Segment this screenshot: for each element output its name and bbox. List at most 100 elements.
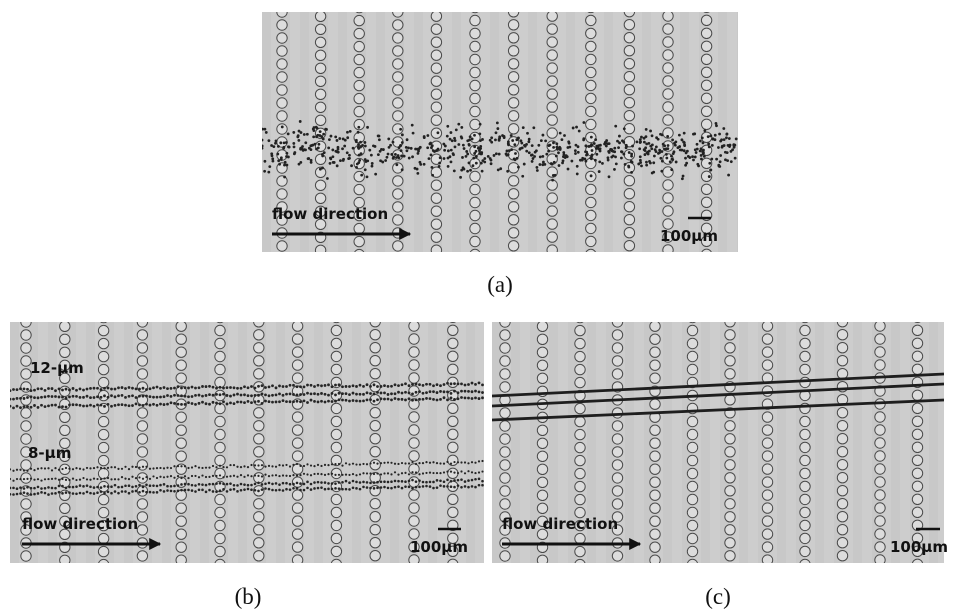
pillar xyxy=(585,118,597,131)
particle xyxy=(225,466,229,469)
particle xyxy=(460,126,464,129)
particle xyxy=(474,389,477,393)
pillar xyxy=(911,402,924,414)
particle xyxy=(574,143,578,147)
pillar xyxy=(724,342,736,354)
particle xyxy=(671,138,674,142)
particle xyxy=(127,491,131,495)
particle xyxy=(376,472,379,475)
particle xyxy=(701,152,705,156)
particle xyxy=(362,480,365,484)
pillar xyxy=(507,84,520,96)
pillar xyxy=(314,114,327,127)
pillar xyxy=(662,12,674,22)
particle xyxy=(727,137,731,140)
particle xyxy=(407,473,411,476)
particle xyxy=(299,131,303,134)
pillar xyxy=(662,192,674,204)
pillar xyxy=(686,454,699,467)
particle xyxy=(504,152,508,156)
particle xyxy=(155,467,159,470)
particle xyxy=(369,398,372,401)
particle xyxy=(439,484,442,487)
particle xyxy=(442,471,446,474)
particle xyxy=(204,466,208,469)
particle xyxy=(620,150,623,154)
particle xyxy=(183,465,187,468)
particle xyxy=(474,477,477,481)
particle xyxy=(351,384,355,388)
particle xyxy=(390,384,393,388)
particle xyxy=(246,386,250,390)
band xyxy=(699,12,708,252)
particle xyxy=(138,403,141,407)
particle xyxy=(61,484,64,488)
particle xyxy=(75,478,78,482)
particle xyxy=(411,460,414,464)
particle xyxy=(379,462,383,465)
pillar xyxy=(836,472,849,484)
particle xyxy=(176,489,180,493)
band xyxy=(815,322,824,563)
particle xyxy=(726,143,730,147)
pillar xyxy=(611,329,624,341)
particle xyxy=(106,386,110,390)
particle xyxy=(405,149,409,153)
pillar xyxy=(214,350,226,363)
particle xyxy=(22,487,26,490)
particle xyxy=(26,405,29,408)
pillar xyxy=(499,524,511,536)
pillar xyxy=(874,424,886,436)
particle xyxy=(103,394,106,398)
band xyxy=(376,12,385,252)
particle xyxy=(166,402,169,406)
particle xyxy=(315,147,318,151)
pillar xyxy=(536,437,549,449)
particle xyxy=(344,398,348,402)
particle xyxy=(464,154,468,158)
particle xyxy=(459,135,463,139)
particle xyxy=(183,386,187,390)
particle xyxy=(376,153,380,157)
particle xyxy=(138,483,141,487)
pillar xyxy=(214,532,226,545)
particle xyxy=(554,154,558,158)
particle xyxy=(438,156,442,160)
particle xyxy=(117,485,120,489)
particle xyxy=(474,155,478,158)
particle xyxy=(397,146,401,149)
particle xyxy=(700,136,704,140)
particle xyxy=(530,160,534,163)
pillar xyxy=(447,350,459,362)
pillar xyxy=(59,359,71,371)
particle xyxy=(439,462,442,465)
particle xyxy=(432,486,435,490)
particle xyxy=(467,143,471,147)
particle xyxy=(297,138,301,142)
particle xyxy=(262,146,264,150)
particle xyxy=(169,489,173,493)
particle xyxy=(106,476,110,480)
particle xyxy=(287,145,291,149)
particle xyxy=(166,394,169,397)
particle xyxy=(19,468,22,471)
particle xyxy=(404,146,408,149)
particle xyxy=(201,394,204,398)
particle xyxy=(68,388,71,392)
particle xyxy=(478,149,481,153)
pillar xyxy=(649,437,661,449)
particle xyxy=(264,482,267,486)
pillar xyxy=(369,322,381,328)
pillar xyxy=(20,407,32,419)
particle xyxy=(285,385,288,388)
particle-stream xyxy=(492,372,944,398)
pillar xyxy=(330,532,343,545)
pillar xyxy=(253,355,265,367)
particle xyxy=(432,480,435,484)
particle xyxy=(127,484,131,488)
particle xyxy=(397,384,400,388)
pillar xyxy=(740,253,750,263)
particle xyxy=(575,172,579,176)
particle xyxy=(89,491,92,495)
particle xyxy=(481,470,484,473)
